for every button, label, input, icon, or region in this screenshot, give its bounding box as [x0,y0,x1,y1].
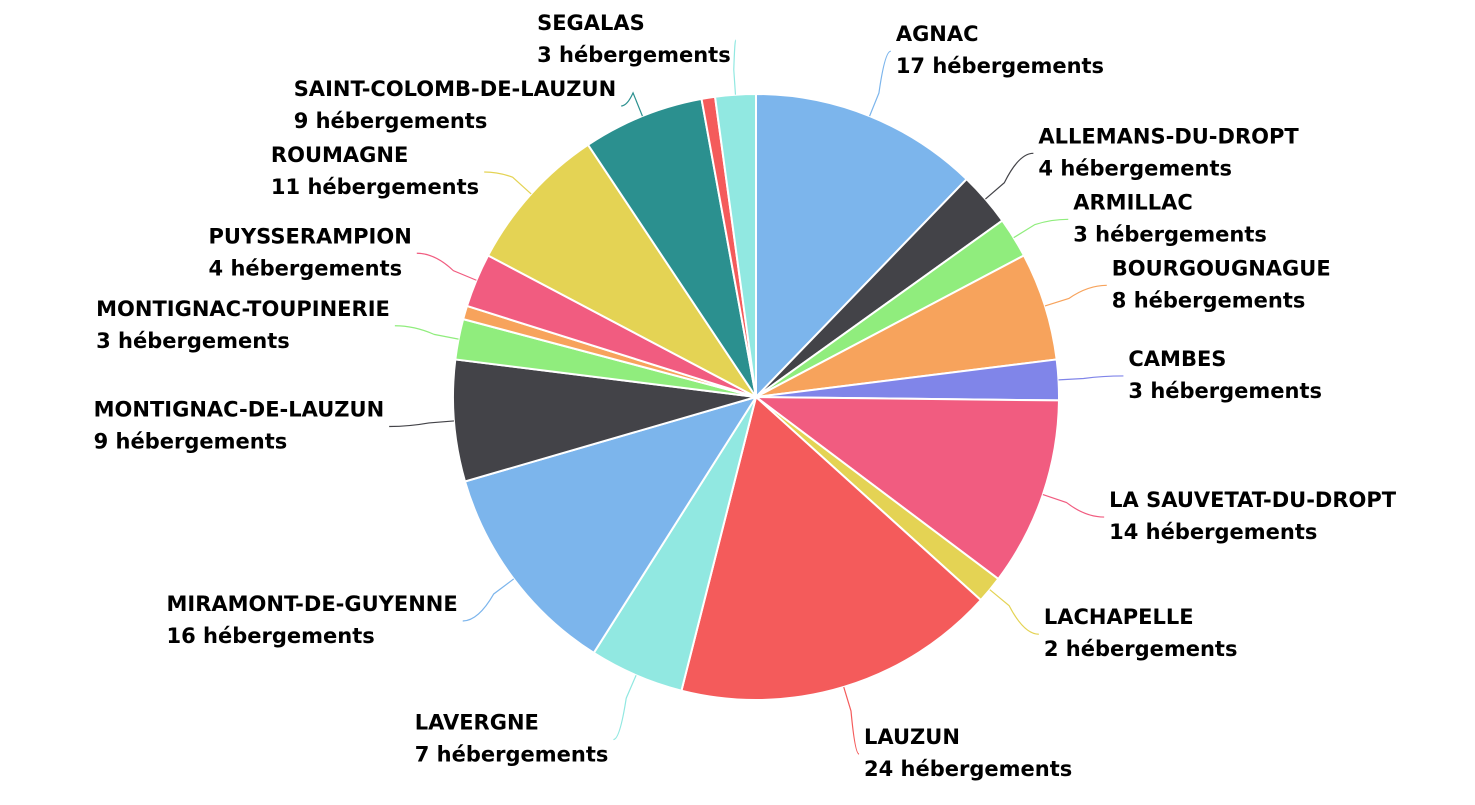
connector [1058,375,1124,381]
connector [843,686,860,755]
connector [613,675,637,741]
connector [621,91,643,117]
label-value: 3 hébergements [1073,222,1267,246]
label-value: 7 hébergements [415,743,609,767]
connector [1042,493,1105,518]
connector [484,171,532,195]
connector [1044,284,1107,307]
label-value: 2 hébergements [1044,637,1238,661]
label-name: ROUMAGNE [271,143,408,167]
connector [985,152,1034,200]
label-name: BOURGOUGNAGUE [1112,256,1331,280]
connector [389,420,454,428]
pie-slice [486,143,757,398]
pie-slice [452,358,757,483]
label-value: 24 hébergements [864,757,1072,781]
label-name: MONTIGNAC-DE-LAUZUN [94,397,385,421]
label-value: 9 hébergements [94,429,288,453]
label-name: ALLEMANS-DU-DROPT [1038,124,1299,148]
label-name: LACHAPELLE [1044,605,1194,629]
connector [869,50,892,117]
label-name: MIRAMONT-DE-GUYENNE [166,592,457,616]
label-value: 14 hébergements [1109,520,1317,544]
connector [416,252,477,281]
label-value: 4 hébergements [209,256,403,280]
connector [733,39,737,95]
label-name: AGNAC [896,22,979,46]
connector [394,325,459,340]
label-name: LAVERGNE [415,711,539,735]
label-value: 3 hébergements [537,43,731,67]
label-name: MONTIGNAC-TOUPINERIE [96,297,390,321]
pie-slice [755,92,969,400]
label-value: 9 hébergements [294,109,488,133]
pie-slice [752,395,1060,581]
connector [462,578,515,622]
label-name: LA SAUVETAT-DU-DROPT [1109,488,1397,512]
label-name: LAUZUN [864,725,960,749]
label-value: 8 hébergements [1112,288,1306,312]
label-value: 17 hébergements [896,54,1104,78]
label-name: CAMBES [1128,347,1226,371]
pie-slice [586,97,757,398]
label-value: 3 hébergements [1128,379,1322,403]
pie-slice [680,395,983,701]
label-name: SAINT-COLOMB-DE-LAUZUN [294,77,616,101]
connector [989,589,1039,635]
label-value: 4 hébergements [1038,156,1232,180]
label-name: PUYSSERAMPION [209,224,412,248]
label-name: SEGALAS [537,11,645,35]
label-value: 3 hébergements [96,329,290,353]
label-value: 11 hébergements [271,175,479,199]
label-value: 16 hébergements [166,624,374,648]
label-name: ARMILLAC [1073,190,1193,214]
connector [1013,218,1069,239]
